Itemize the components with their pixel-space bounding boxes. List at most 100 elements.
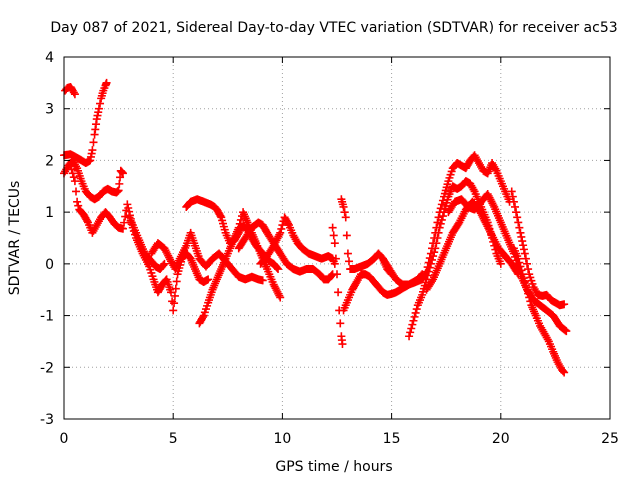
data-point — [515, 258, 524, 267]
data-point — [276, 228, 285, 237]
data-point — [406, 328, 415, 337]
data-point — [235, 219, 244, 228]
data-point — [560, 300, 569, 309]
data-point — [507, 187, 516, 196]
data-point — [560, 368, 569, 377]
data-point — [275, 230, 284, 239]
y-tick-label: 2 — [45, 153, 54, 169]
data-point — [408, 320, 417, 329]
x-axis-label: GPS time / hours — [275, 459, 392, 475]
data-point — [333, 270, 341, 279]
x-tick-label: 5 — [169, 431, 178, 447]
data-point — [159, 261, 168, 270]
data-point — [519, 274, 528, 283]
series-track-n — [378, 151, 514, 289]
data-point — [336, 319, 345, 328]
data-point — [509, 197, 518, 206]
data-point — [487, 229, 496, 238]
data-point — [328, 223, 337, 232]
data-point — [405, 332, 414, 341]
y-tick-label: -2 — [40, 360, 54, 376]
series-track-a — [61, 82, 79, 99]
y-tick-label: -3 — [40, 412, 54, 428]
data-point — [520, 277, 529, 286]
data-point — [437, 215, 446, 224]
data-point — [274, 265, 283, 274]
data-point — [524, 289, 533, 298]
data-point — [161, 276, 170, 285]
data-point — [83, 216, 92, 225]
data-point — [436, 219, 445, 228]
series-track-q — [444, 190, 571, 336]
data-point — [435, 223, 444, 232]
data-point — [519, 241, 528, 250]
data-point — [284, 219, 293, 228]
data-point — [520, 249, 529, 258]
data-point — [412, 305, 421, 314]
data-point — [171, 284, 180, 293]
data-point — [345, 257, 354, 266]
series-track-b — [60, 78, 111, 168]
data-point — [437, 200, 446, 209]
data-point — [123, 200, 132, 209]
y-tick-label: -1 — [40, 309, 54, 325]
data-point — [327, 271, 336, 280]
data-point — [523, 259, 532, 268]
data-point — [516, 228, 525, 237]
data-point — [70, 90, 79, 99]
data-point — [198, 313, 207, 322]
data-point — [411, 308, 420, 317]
series-track-m — [339, 270, 427, 315]
x-tick-label: 10 — [273, 431, 291, 447]
data-point — [521, 281, 530, 290]
data-point — [518, 237, 527, 246]
y-tick-label: 3 — [45, 102, 54, 118]
data-point — [342, 231, 351, 240]
data-point — [410, 312, 419, 321]
data-point — [514, 218, 523, 227]
grid-layer — [64, 57, 610, 419]
series-track-h — [195, 208, 285, 328]
data-point — [516, 262, 525, 271]
chart-title: Day 087 of 2021, Sidereal Day-to-day VTE… — [50, 20, 617, 36]
data-point — [562, 327, 571, 336]
data-marks — [60, 78, 571, 377]
data-point — [409, 316, 418, 325]
data-point — [517, 232, 526, 241]
data-point — [425, 263, 434, 272]
data-point — [343, 249, 352, 258]
series-track-r — [507, 187, 569, 310]
data-point — [512, 208, 521, 217]
data-point — [96, 99, 105, 108]
data-point — [275, 291, 284, 300]
data-point — [424, 267, 433, 276]
data-point — [172, 277, 181, 286]
data-point — [513, 213, 522, 222]
data-point — [330, 239, 339, 248]
data-point — [124, 204, 133, 213]
data-point — [276, 293, 285, 302]
data-point — [216, 211, 225, 220]
y-axis-label: SDTVAR / TECUs — [7, 181, 23, 296]
data-point — [68, 169, 77, 178]
data-point — [432, 239, 441, 248]
data-point — [69, 173, 78, 182]
data-point — [559, 367, 568, 376]
data-point — [118, 169, 127, 178]
axis-ticks: 0 5 10 15 20 25 -3 -2 -1 0 1 2 3 4 — [40, 50, 619, 447]
data-point — [428, 255, 437, 264]
data-point — [74, 201, 83, 210]
data-point — [514, 254, 523, 263]
data-point — [94, 104, 103, 113]
series-track-j — [256, 213, 339, 268]
data-point — [407, 324, 416, 333]
data-point — [120, 218, 129, 227]
series-track-s — [509, 244, 569, 377]
data-point — [515, 223, 524, 232]
data-point — [510, 202, 519, 211]
data-point — [258, 276, 267, 285]
data-point — [517, 266, 526, 275]
x-tick-label: 15 — [383, 431, 401, 447]
data-point — [334, 288, 343, 297]
